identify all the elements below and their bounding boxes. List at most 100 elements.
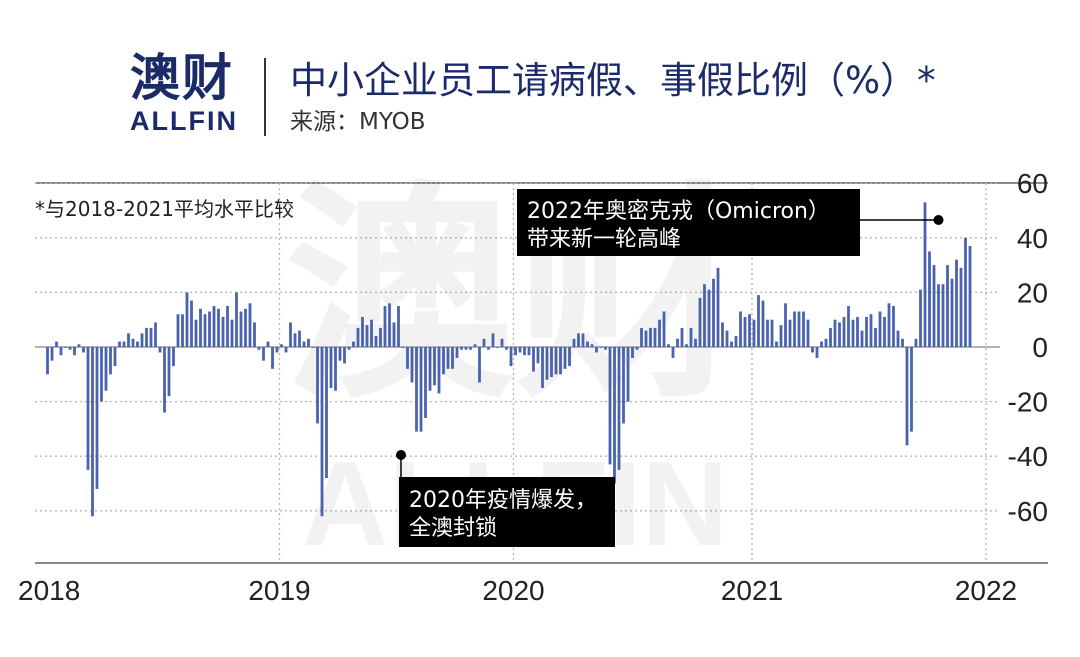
bar [928,251,931,347]
bar [266,341,270,347]
bar [280,344,283,347]
bar [865,316,868,347]
bar [824,338,828,347]
annotation-omicron-text: 2022年奥密克戎（Omicron） [527,199,830,224]
bar [946,265,949,347]
bar [671,347,675,358]
bar [136,341,139,347]
bar [158,347,162,353]
bar [820,341,823,347]
bar [833,319,837,347]
bar [217,308,220,347]
bar [964,237,967,347]
bar [811,347,814,353]
bar [788,319,792,347]
bar [626,347,630,402]
bar [154,322,157,347]
bar [73,347,76,356]
annotation-2020-box [399,477,615,547]
bar [473,344,477,347]
bar [968,245,972,347]
bar [734,336,738,347]
bar [167,347,171,397]
bar [532,347,535,372]
allfin-logo: 澳财 ALLFIN [130,50,248,136]
bar [320,347,324,517]
bar [469,347,472,350]
bar [761,300,765,347]
bar [199,308,202,347]
bar [644,330,648,347]
bar [388,303,391,347]
bar [703,284,706,347]
bar [307,338,310,347]
bar [586,341,589,347]
bar [545,347,549,380]
bar [883,316,886,347]
bar [959,267,963,347]
bar [856,316,859,347]
bar [860,330,864,347]
bar [802,311,805,347]
bar [451,347,454,369]
bar [446,347,450,369]
bar [262,347,265,361]
bar [122,341,126,347]
bar [118,341,121,347]
chart-note: *与2018-2021平均水平比较 [35,197,294,221]
bar [257,347,261,350]
bar [230,319,234,347]
bar [271,347,274,369]
bar [253,322,256,347]
bar [419,347,423,432]
bar [707,289,711,347]
bar [950,278,954,347]
bar [685,344,688,347]
logo-chinese: 澳财 [130,49,234,107]
bar [59,347,63,356]
bar [815,347,819,358]
bar [64,347,67,348]
bar [185,292,189,347]
bar [770,319,774,347]
bar [361,316,364,347]
y-tick-label: 60 [1017,168,1048,199]
bar [757,295,760,347]
x-tick-label: 2022 [955,575,1017,606]
bar [667,344,670,347]
y-tick-label: 20 [1017,277,1048,308]
bar [550,347,553,378]
bar [784,303,787,347]
bar [410,347,414,383]
bar [145,327,148,347]
bar [190,300,193,347]
bar [559,347,562,375]
bar [316,347,319,424]
bar [577,333,580,347]
bar [572,338,576,347]
annotation-omicron-box [517,189,860,256]
bar [797,311,801,347]
bar [581,333,585,347]
bar [568,347,571,367]
bar [248,303,252,347]
bar [806,319,810,347]
bar [896,330,900,347]
bar [100,347,103,402]
bar [694,338,697,347]
bar [311,347,315,348]
bar [478,347,481,383]
bar [635,347,639,350]
bar [113,347,117,367]
bar [208,311,211,347]
bar [91,347,94,517]
bar [712,278,715,347]
bar [887,303,891,347]
bar [527,347,531,356]
bar [937,284,940,347]
bar [442,347,445,375]
bar [743,316,747,347]
bar [95,347,99,489]
logo-english: ALLFIN [130,106,238,136]
